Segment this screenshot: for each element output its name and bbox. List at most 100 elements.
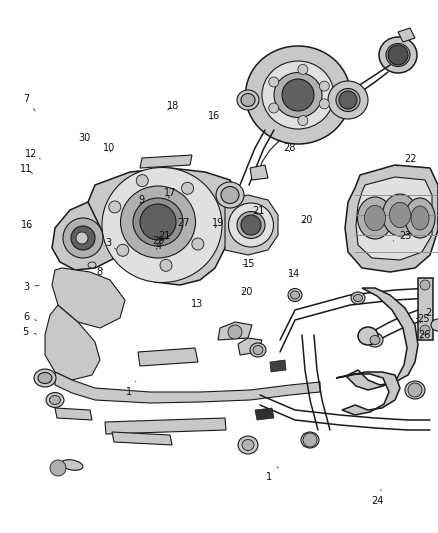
Text: 6: 6 (23, 312, 37, 321)
Polygon shape (225, 195, 278, 255)
Circle shape (50, 460, 66, 476)
Text: 14: 14 (288, 270, 300, 279)
Text: 18: 18 (167, 101, 179, 110)
Ellipse shape (367, 333, 383, 347)
Ellipse shape (120, 186, 195, 258)
Ellipse shape (382, 194, 417, 236)
Text: 22: 22 (398, 154, 417, 166)
Polygon shape (218, 322, 252, 340)
Circle shape (269, 77, 279, 87)
Ellipse shape (411, 206, 429, 230)
Text: 21: 21 (252, 206, 265, 216)
Ellipse shape (370, 335, 380, 344)
Circle shape (298, 64, 308, 75)
Text: 11: 11 (20, 165, 33, 174)
Ellipse shape (351, 292, 365, 304)
Text: 20: 20 (300, 215, 313, 224)
Ellipse shape (221, 187, 239, 204)
Circle shape (408, 383, 422, 397)
Polygon shape (346, 288, 418, 390)
Polygon shape (45, 305, 100, 380)
Text: 26: 26 (418, 330, 430, 340)
Ellipse shape (61, 460, 83, 470)
Text: 12: 12 (25, 149, 40, 159)
Text: 9: 9 (138, 195, 144, 205)
Text: 5: 5 (22, 327, 37, 336)
Polygon shape (238, 338, 262, 355)
Circle shape (160, 260, 172, 271)
Text: 1: 1 (266, 467, 278, 482)
Circle shape (269, 103, 279, 113)
Circle shape (388, 45, 408, 65)
Polygon shape (112, 432, 172, 445)
Ellipse shape (336, 88, 360, 111)
Ellipse shape (288, 288, 302, 302)
Text: 15: 15 (243, 260, 255, 269)
Text: 29: 29 (152, 236, 165, 246)
Polygon shape (55, 408, 92, 420)
Ellipse shape (133, 198, 183, 246)
Polygon shape (255, 408, 274, 420)
Text: 20: 20 (240, 287, 252, 297)
Ellipse shape (405, 381, 425, 399)
Circle shape (136, 175, 148, 187)
Polygon shape (356, 177, 432, 260)
Polygon shape (105, 418, 226, 434)
Ellipse shape (358, 327, 378, 345)
Text: 13: 13 (191, 299, 203, 309)
Ellipse shape (237, 90, 259, 110)
Ellipse shape (34, 369, 56, 387)
Ellipse shape (386, 44, 410, 67)
Polygon shape (418, 278, 433, 340)
Text: 10: 10 (103, 143, 116, 153)
Circle shape (192, 238, 204, 250)
Text: 2: 2 (417, 309, 431, 319)
Ellipse shape (229, 203, 273, 247)
Circle shape (76, 232, 88, 244)
Circle shape (319, 81, 329, 91)
Text: 16: 16 (21, 220, 33, 230)
Ellipse shape (216, 182, 244, 208)
Text: 23: 23 (393, 231, 411, 241)
Ellipse shape (46, 392, 64, 408)
Circle shape (282, 79, 314, 111)
Text: 17: 17 (164, 188, 176, 198)
Circle shape (319, 99, 329, 109)
Circle shape (298, 116, 308, 126)
Polygon shape (270, 360, 286, 372)
Text: 7: 7 (23, 94, 35, 111)
Polygon shape (138, 348, 198, 366)
Ellipse shape (262, 61, 334, 129)
Polygon shape (250, 165, 268, 180)
Ellipse shape (290, 291, 300, 299)
Polygon shape (345, 165, 438, 272)
Ellipse shape (357, 197, 392, 239)
Text: 21: 21 (158, 231, 170, 241)
Ellipse shape (353, 295, 363, 302)
Ellipse shape (253, 345, 263, 354)
Ellipse shape (379, 37, 417, 73)
Ellipse shape (88, 262, 96, 268)
Ellipse shape (237, 212, 265, 238)
Circle shape (303, 433, 317, 447)
Text: 8: 8 (97, 267, 103, 277)
Ellipse shape (389, 203, 410, 228)
Circle shape (71, 226, 95, 250)
Text: 19: 19 (212, 218, 224, 228)
Ellipse shape (364, 205, 385, 231)
Ellipse shape (274, 72, 322, 117)
Text: 16: 16 (208, 111, 220, 121)
Polygon shape (336, 372, 400, 415)
Polygon shape (140, 155, 192, 168)
Ellipse shape (241, 93, 255, 107)
Ellipse shape (242, 440, 254, 450)
Ellipse shape (301, 432, 319, 448)
Text: 1: 1 (126, 381, 136, 397)
Ellipse shape (49, 395, 60, 405)
Circle shape (117, 244, 129, 256)
Ellipse shape (63, 218, 103, 258)
Text: 4: 4 (155, 241, 162, 251)
Circle shape (420, 280, 430, 290)
Text: 3: 3 (106, 238, 116, 249)
Text: 24: 24 (371, 489, 384, 506)
